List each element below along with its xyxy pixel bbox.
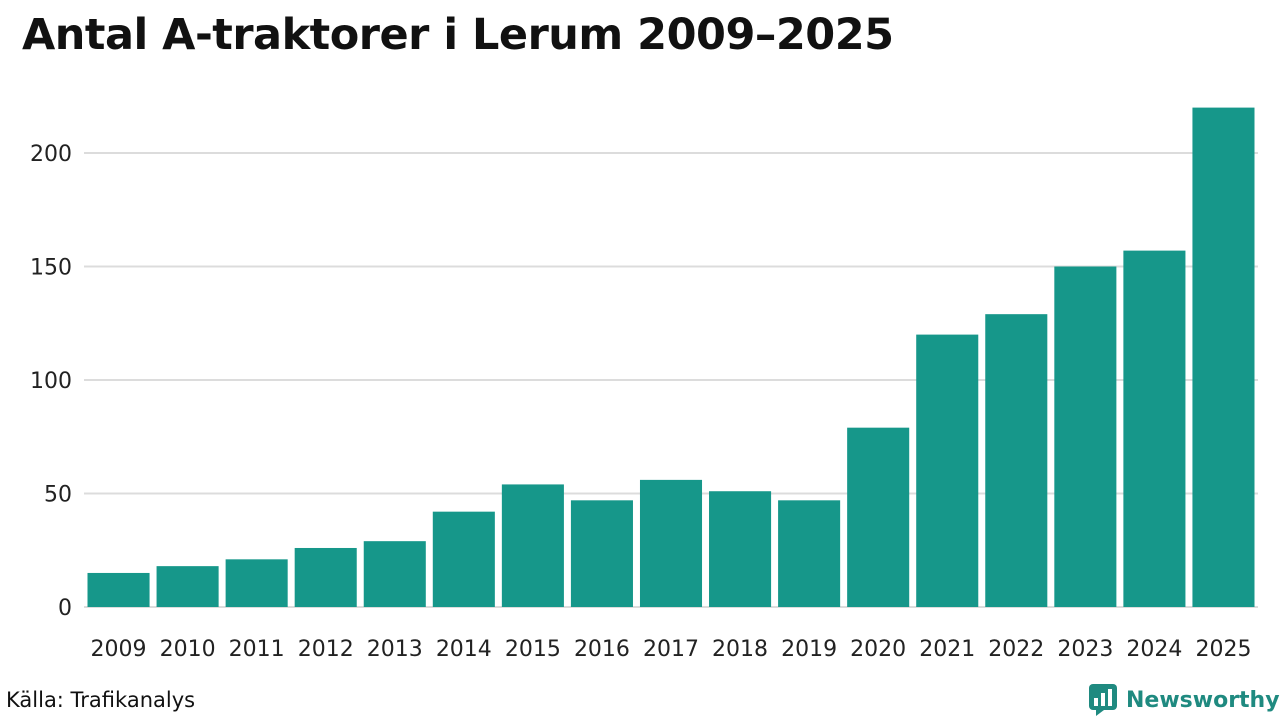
bar-2018 <box>709 491 772 607</box>
bar-chart: 0 50 100 150 200 2009 2010 2011 2012 2013 2014 201… <box>30 107 1258 662</box>
brand-logo: Newsworthy <box>1088 683 1280 717</box>
bar-2021 <box>916 334 979 607</box>
y-tick-label: 0 <box>58 596 72 621</box>
brand-name: Newsworthy <box>1126 687 1280 713</box>
bar-2013 <box>363 541 426 607</box>
x-tick-label: 2022 <box>988 637 1044 662</box>
x-tick-label: 2024 <box>1126 637 1182 662</box>
y-axis-ticks: 0 50 100 150 200 <box>30 142 72 621</box>
bar-2014 <box>432 511 495 607</box>
x-tick-label: 2010 <box>160 637 216 662</box>
bar-chart-speech-bubble-icon <box>1089 684 1117 716</box>
bar-2017 <box>639 479 703 607</box>
y-tick-label: 50 <box>44 483 72 508</box>
bar-2015 <box>501 484 564 607</box>
bar-2022 <box>985 314 1048 607</box>
x-tick-label: 2021 <box>919 637 975 662</box>
y-tick-label: 150 <box>30 256 72 281</box>
x-tick-label: 2013 <box>367 637 423 662</box>
x-tick-label: 2017 <box>643 637 699 662</box>
bar-2023 <box>1054 266 1117 607</box>
x-tick-label: 2011 <box>229 637 285 662</box>
bar-2019 <box>778 500 841 607</box>
x-tick-label: 2016 <box>574 637 630 662</box>
x-tick-label: 2018 <box>712 637 768 662</box>
bar-2020 <box>847 427 910 607</box>
bar-2024 <box>1123 250 1186 608</box>
x-tick-label: 2025 <box>1195 637 1251 662</box>
x-tick-label: 2023 <box>1057 637 1113 662</box>
bar-2012 <box>294 547 357 607</box>
x-tick-label: 2020 <box>850 637 906 662</box>
x-tick-label: 2012 <box>298 637 354 662</box>
x-axis-ticks: 2009 2010 2011 2012 2013 2014 2015 2016 2017 2018… <box>91 637 1252 662</box>
bar-2016 <box>570 500 633 607</box>
bar-2011 <box>225 559 288 607</box>
x-tick-label: 2019 <box>781 637 837 662</box>
x-tick-label: 2015 <box>505 637 561 662</box>
x-tick-label: 2014 <box>436 637 492 662</box>
x-tick-label: 2009 <box>91 637 147 662</box>
y-tick-label: 200 <box>30 142 72 167</box>
bar-2010 <box>156 566 219 607</box>
source-note: Källa: Trafikanalys <box>6 688 196 712</box>
bars <box>87 107 1255 608</box>
bar-2025 <box>1192 107 1255 607</box>
chart-title: Antal A-traktorer i Lerum 2009–2025 <box>22 10 894 60</box>
bar-2009 <box>87 572 150 607</box>
y-tick-label: 100 <box>30 369 72 394</box>
